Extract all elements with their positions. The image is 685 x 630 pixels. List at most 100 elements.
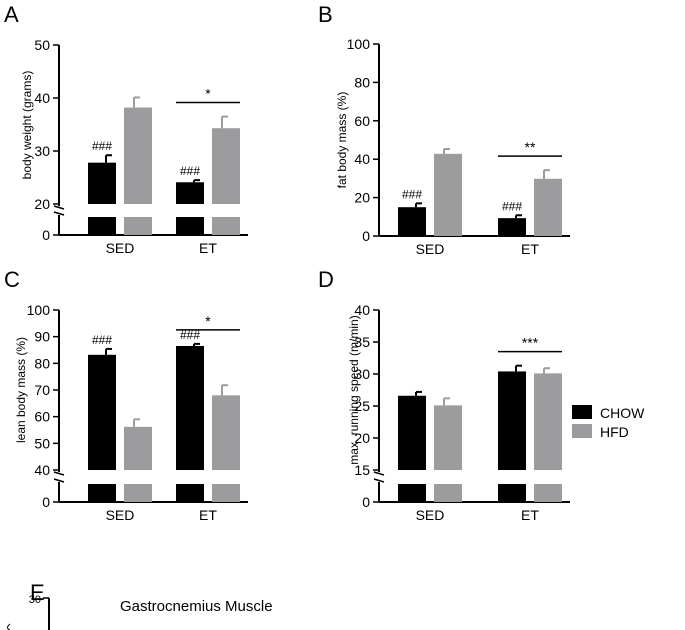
panel-c-y-tick-label: 90: [34, 329, 50, 345]
legend-swatch-hfd: [572, 424, 592, 438]
panel-c-bar-lower-chow-sed: [88, 484, 116, 502]
panel-c-chart: 40 50 60 70 80 90 100 0 lean body mass (%) ### ###…: [14, 302, 248, 523]
panel-c-x-tick-label: ET: [199, 507, 217, 523]
panel-b-y-tick-label: 40: [354, 151, 370, 167]
panel-b: B: [318, 2, 333, 27]
panel-b-significance-stars: **: [525, 139, 536, 155]
panel-d-y-tick-label: 30: [354, 366, 370, 382]
panel-c-bar-chow-et: [176, 346, 204, 470]
panel-d-axis-break-mark: [373, 478, 385, 483]
panel-c-axis-break-mark: [53, 478, 65, 483]
panel-d-y-tick-label: 15: [354, 462, 370, 478]
panel-a-letter: A: [4, 2, 19, 27]
panel-c: C: [4, 267, 20, 292]
panel-d-y-tick-label: 20: [354, 430, 370, 446]
panel-d-x-tick-label: SED: [416, 507, 445, 523]
panel-b-chart: 0 20 40 60 80 100 fat body mass (%) ### ### SED ET…: [335, 36, 570, 257]
panel-b-x-tick-label: ET: [521, 241, 539, 257]
panel-d-bar-chow-sed: [398, 395, 426, 470]
panel-c-bar-hfd-sed: [124, 426, 152, 470]
panel-b-y-axis-label: fat body mass (%): [335, 92, 349, 189]
panel-b-bar-hfd-sed: [434, 153, 462, 236]
panel-d-bar-hfd-et: [534, 373, 562, 470]
panel-b-letter: B: [318, 2, 333, 27]
panel-c-y-tick-label: 70: [34, 382, 50, 398]
panel-b-y-tick-label: 100: [347, 36, 371, 52]
panel-a-bar-lower-chow-et: [176, 217, 204, 235]
panel-b-bar-chow-et: [498, 218, 526, 236]
panel-d-letter: D: [318, 267, 334, 292]
panel-d-y-tick-label: 40: [354, 302, 370, 318]
panel-c-bar-hfd-et: [212, 395, 240, 470]
panel-c-y-tick-label: 80: [34, 355, 50, 371]
panel-d: D: [318, 267, 334, 292]
panel-a-significance-stars: *: [205, 86, 211, 102]
panel-d-bar-lower-hfd-sed: [434, 484, 462, 502]
panel-c-x-tick-label: SED: [106, 507, 135, 523]
panel-e-decor-arc: [7, 623, 11, 630]
panel-c-y-axis-label: lean body mass (%): [14, 337, 28, 443]
panel-c-significance-stars: *: [205, 313, 211, 329]
panel-c-bar-chow-sed: [88, 354, 116, 470]
panel-c-axis-break-mark: [53, 471, 65, 476]
panel-a-bar-chow-sed: [88, 162, 116, 204]
panel-d-bar-chow-et: [498, 371, 526, 470]
panel-d-y-axis-label: max. running speed (m/min): [347, 315, 361, 464]
panel-a-x-tick-label: SED: [106, 240, 135, 256]
panel-d-chart: 15 20 25 30 35 40 0 max. running speed (m/min) S…: [347, 302, 570, 523]
panel-d-x-tick-label: ET: [521, 507, 539, 523]
panel-c-letter: C: [4, 267, 20, 292]
panel-a-y-tick-label: 30: [34, 143, 50, 159]
panel-d-axis-break-mark: [373, 471, 385, 476]
legend-label-chow: CHOW: [600, 405, 645, 421]
panel-b-y-tick-label: 60: [354, 113, 370, 129]
panel-e-y-tick-label: 30: [29, 594, 41, 606]
panel-a-y-axis-label: body weight (grams): [20, 71, 34, 180]
panel-b-hash-annotation: ###: [402, 187, 422, 201]
panel-c-y-tick-label: 0: [42, 494, 50, 510]
panel-a-bar-lower-hfd-et: [212, 217, 240, 235]
panel-b-y-tick-label: 0: [362, 228, 370, 244]
panel-b-hash-annotation: ###: [502, 199, 522, 213]
panel-c-hash-annotation: ###: [92, 333, 112, 347]
panel-d-bar-lower-hfd-et: [534, 484, 562, 502]
panel-a-y-tick-label: 50: [34, 37, 50, 53]
panel-a-bar-chow-et: [176, 182, 204, 204]
panel-a-bar-hfd-et: [212, 128, 240, 204]
panel-d-y-tick-label: 25: [354, 398, 370, 414]
panel-d-bar-hfd-sed: [434, 405, 462, 470]
panel-a-axis-break-mark: [53, 205, 65, 210]
panel-d-y-tick-label: 35: [354, 334, 370, 350]
panel-c-bar-lower-hfd-sed: [124, 484, 152, 502]
panel-c-hash-annotation: ###: [180, 328, 200, 342]
panel-b-bar-hfd-et: [534, 178, 562, 236]
panel-a-bar-lower-hfd-sed: [124, 217, 152, 235]
panel-a-x-tick-label: ET: [199, 240, 217, 256]
panel-b-bar-chow-sed: [398, 207, 426, 236]
panel-a-axis-break-mark: [53, 211, 65, 216]
panel-b-y-tick-label: 20: [354, 190, 370, 206]
panel-b-x-tick-label: SED: [416, 241, 445, 257]
panel-c-bar-lower-chow-et: [176, 484, 204, 502]
panel-a-y-tick-label: 20: [34, 196, 50, 212]
panel-a-hash-annotation: ###: [180, 164, 200, 178]
panel-d-y-tick-label: 0: [362, 494, 370, 510]
panel-d-significance-stars: ***: [522, 335, 539, 351]
panel-e: E 30 Gastrocnemius Muscle: [7, 580, 273, 630]
panel-a: A: [4, 2, 19, 27]
panel-c-y-tick-label: 60: [34, 409, 50, 425]
panel-e-letter: E: [30, 580, 45, 605]
panel-c-y-tick-label: 50: [34, 435, 50, 451]
legend: CHOW HFD: [572, 405, 645, 440]
legend-swatch-chow: [572, 405, 592, 419]
panel-e-title: Gastrocnemius Muscle: [120, 598, 273, 615]
panel-a-y-tick-label: 40: [34, 90, 50, 106]
panel-b-y-tick-label: 80: [354, 74, 370, 90]
panel-d-bar-lower-chow-et: [498, 484, 526, 502]
panel-d-bar-lower-chow-sed: [398, 484, 426, 502]
panel-a-bar-lower-chow-sed: [88, 217, 116, 235]
panel-c-y-tick-label: 100: [27, 302, 51, 318]
panel-a-hash-annotation: ###: [92, 139, 112, 153]
panel-c-y-tick-label: 40: [34, 462, 50, 478]
